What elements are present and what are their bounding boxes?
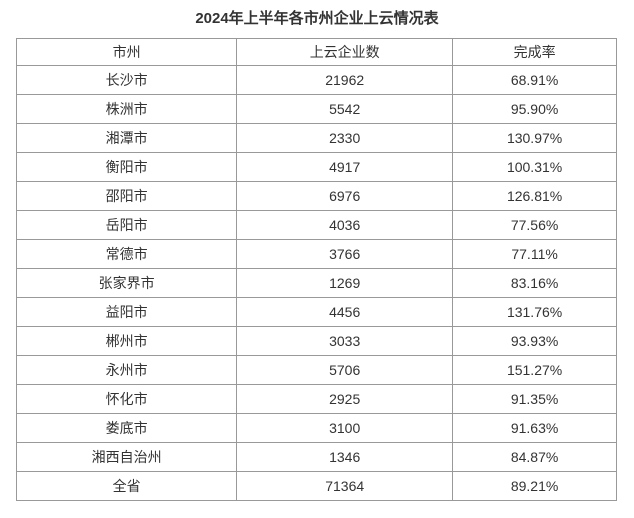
completion-cell: 100.31% xyxy=(452,152,617,182)
table-row: 株洲市 5542 95.90% xyxy=(15,94,617,124)
table-row: 湘潭市 2330 130.97% xyxy=(15,123,617,153)
enterprises-cell: 1346 xyxy=(236,442,454,472)
enterprises-cell: 2925 xyxy=(236,384,454,414)
region-cell: 岳阳市 xyxy=(15,210,238,240)
completion-cell: 131.76% xyxy=(452,297,617,327)
completion-cell: 77.11% xyxy=(452,239,617,269)
table-title: 2024年上半年各市州企业上云情况表 xyxy=(195,10,439,27)
table-row: 岳阳市 4036 77.56% xyxy=(15,210,617,240)
table-body: 长沙市 21962 68.91% 株洲市 5542 95.90% 湘潭市 233… xyxy=(15,65,617,501)
completion-cell: 93.93% xyxy=(452,326,617,356)
completion-cell: 95.90% xyxy=(452,94,617,124)
table-row: 湘西自治州 1346 84.87% xyxy=(15,442,617,472)
completion-cell: 77.56% xyxy=(452,210,617,240)
completion-cell: 91.63% xyxy=(452,413,617,443)
enterprises-cell: 3766 xyxy=(236,239,454,269)
completion-cell: 130.97% xyxy=(452,123,617,153)
region-cell: 永州市 xyxy=(15,355,238,385)
header-cell-region: 市州 xyxy=(15,38,238,66)
table-row: 长沙市 21962 68.91% xyxy=(15,65,617,95)
region-cell: 张家界市 xyxy=(15,268,238,298)
region-cell: 长沙市 xyxy=(15,65,238,95)
table-header-row: 市州 上云企业数 完成率 xyxy=(15,38,617,66)
region-cell: 郴州市 xyxy=(15,326,238,356)
enterprises-cell: 5706 xyxy=(236,355,454,385)
header-cell-completion: 完成率 xyxy=(452,38,617,66)
region-cell: 益阳市 xyxy=(15,297,238,327)
region-cell: 株洲市 xyxy=(15,94,238,124)
enterprises-cell: 4036 xyxy=(236,210,454,240)
region-cell: 娄底市 xyxy=(15,413,238,443)
table-header: 市州 上云企业数 完成率 xyxy=(15,38,617,66)
enterprises-cell: 6976 xyxy=(236,181,454,211)
region-cell: 湘西自治州 xyxy=(15,442,238,472)
cloud-enterprise-table: 市州 上云企业数 完成率 长沙市 21962 68.91% 株洲市 5542 9… xyxy=(15,38,617,501)
enterprises-cell: 21962 xyxy=(236,65,454,95)
region-cell: 全省 xyxy=(15,471,238,501)
completion-cell: 68.91% xyxy=(452,65,617,95)
table-row: 娄底市 3100 91.63% xyxy=(15,413,617,443)
table-row: 益阳市 4456 131.76% xyxy=(15,297,617,327)
table-row: 衡阳市 4917 100.31% xyxy=(15,152,617,182)
header-cell-enterprises: 上云企业数 xyxy=(236,38,454,66)
enterprises-cell: 1269 xyxy=(236,268,454,298)
region-cell: 常德市 xyxy=(15,239,238,269)
region-cell: 怀化市 xyxy=(15,384,238,414)
completion-cell: 126.81% xyxy=(452,181,617,211)
table-row: 永州市 5706 151.27% xyxy=(15,355,617,385)
table-row: 全省 71364 89.21% xyxy=(15,471,617,501)
enterprises-cell: 4456 xyxy=(236,297,454,327)
region-cell: 衡阳市 xyxy=(15,152,238,182)
completion-cell: 84.87% xyxy=(452,442,617,472)
enterprises-cell: 2330 xyxy=(236,123,454,153)
completion-cell: 91.35% xyxy=(452,384,617,414)
enterprises-cell: 3033 xyxy=(236,326,454,356)
enterprises-cell: 5542 xyxy=(236,94,454,124)
table-row: 邵阳市 6976 126.81% xyxy=(15,181,617,211)
table-row: 常德市 3766 77.11% xyxy=(15,239,617,269)
enterprises-cell: 3100 xyxy=(236,413,454,443)
completion-cell: 83.16% xyxy=(452,268,617,298)
table-row: 郴州市 3033 93.93% xyxy=(15,326,617,356)
enterprises-cell: 71364 xyxy=(236,471,454,501)
table-row: 怀化市 2925 91.35% xyxy=(15,384,617,414)
region-cell: 湘潭市 xyxy=(15,123,238,153)
completion-cell: 89.21% xyxy=(452,471,617,501)
table-row: 张家界市 1269 83.16% xyxy=(15,268,617,298)
enterprises-cell: 4917 xyxy=(236,152,454,182)
completion-cell: 151.27% xyxy=(452,355,617,385)
region-cell: 邵阳市 xyxy=(15,181,238,211)
